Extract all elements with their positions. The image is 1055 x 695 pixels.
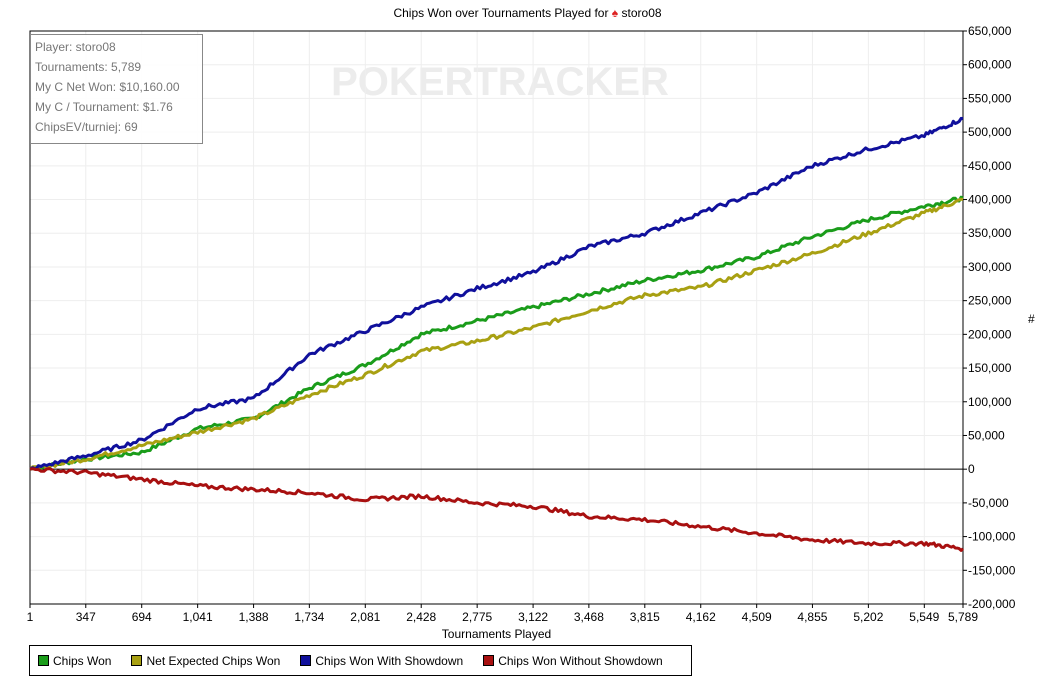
chart-title: Chips Won over Tournaments Played for ♠ … <box>0 6 1055 20</box>
x-tick-label: 1,388 <box>239 610 269 624</box>
info-chipsev: ChipsEV/turniej: 69 <box>35 120 138 134</box>
y-tick-label: 0 <box>968 462 975 476</box>
x-tick-label: 2,775 <box>462 610 492 624</box>
x-tick-label: 694 <box>132 610 152 624</box>
y-tick-label: 200,000 <box>968 327 1012 341</box>
legend-swatch <box>300 655 312 666</box>
y-tick-label: 100,000 <box>968 395 1012 409</box>
info-tournaments: Tournaments: 5,789 <box>35 60 142 74</box>
y-tick-label: -100,000 <box>968 530 1016 544</box>
legend-item[interactable]: Net Expected Chips Won <box>131 654 280 668</box>
legend-label: Chips Won Without Showdown <box>498 653 663 668</box>
x-tick-label: 5,202 <box>853 610 883 624</box>
x-tick-label: 3,468 <box>574 610 604 624</box>
y-tick-label: 300,000 <box>968 260 1012 274</box>
info-per-tournament: My C / Tournament: $1.76 <box>35 100 173 114</box>
y-tick-label: -50,000 <box>968 496 1009 510</box>
x-tick-label: 1,041 <box>183 610 213 624</box>
y-tick-label: 400,000 <box>968 193 1012 207</box>
legend-swatch <box>38 655 49 666</box>
legend-item[interactable]: Chips Won Without Showdown <box>483 654 663 668</box>
y-tick-label: 250,000 <box>968 294 1012 308</box>
series-line-chips-won-with-showdown <box>29 116 964 471</box>
title-text: Chips Won over Tournaments Played for <box>393 6 609 20</box>
plot-border <box>29 30 964 605</box>
spade-icon: ♠ <box>611 6 619 20</box>
legend-swatch <box>483 655 495 666</box>
y-tick-label: 350,000 <box>968 226 1012 240</box>
y-tick-label: -150,000 <box>968 563 1016 577</box>
x-tick-label: 4,162 <box>686 610 716 624</box>
y-tick-label: -200,000 <box>968 597 1016 611</box>
y-tick-label: 650,000 <box>968 24 1012 38</box>
x-tick-label: 3,815 <box>630 610 660 624</box>
legend-label: Net Expected Chips Won <box>146 653 281 668</box>
legend-swatch <box>131 655 143 666</box>
y-axis-label: # <box>1028 312 1035 326</box>
legend: Chips Won Net Expected Chips Won Chips Won… <box>29 645 692 676</box>
y-tick-label: 600,000 <box>968 58 1012 72</box>
y-tick-label: 50,000 <box>968 428 1005 442</box>
series-line-chips-won <box>29 195 964 471</box>
x-tick-label: 347 <box>76 610 96 624</box>
legend-label: Chips Won <box>53 653 112 668</box>
x-axis-label: Tournaments Played <box>441 627 552 641</box>
x-tick-label: 2,428 <box>406 610 436 624</box>
legend-label: Chips Won With Showdown <box>315 653 464 668</box>
y-tick-label: 500,000 <box>968 125 1012 139</box>
legend-item[interactable]: Chips Won With Showdown <box>300 654 463 668</box>
title-player: storo08 <box>621 6 662 20</box>
series-line-chips-won-without-showdown <box>29 467 965 552</box>
legend-item[interactable]: Chips Won <box>38 654 111 668</box>
stats-box: Player: storo08 Tournaments: 5,789 My C … <box>30 34 203 144</box>
y-tick-label: 450,000 <box>968 159 1012 173</box>
x-tick-label: 5,549 <box>909 610 939 624</box>
x-tick-label: 1,734 <box>294 610 324 624</box>
x-tick-label: 2,081 <box>350 610 380 624</box>
y-tick-label: 150,000 <box>968 361 1012 375</box>
x-tick-label: 4,855 <box>797 610 827 624</box>
x-tick-label: 5,789 <box>948 610 978 624</box>
info-net-won: My C Net Won: $10,160.00 <box>35 80 180 94</box>
x-tick-label: 1 <box>27 610 34 624</box>
series-line-net-expected-chips-won <box>29 197 964 471</box>
y-tick-label: 550,000 <box>968 91 1012 105</box>
x-tick-label: 4,509 <box>742 610 772 624</box>
watermark: POKERTRACKER <box>331 60 669 104</box>
info-player: Player: storo08 <box>35 40 116 54</box>
x-tick-label: 3,122 <box>518 610 548 624</box>
